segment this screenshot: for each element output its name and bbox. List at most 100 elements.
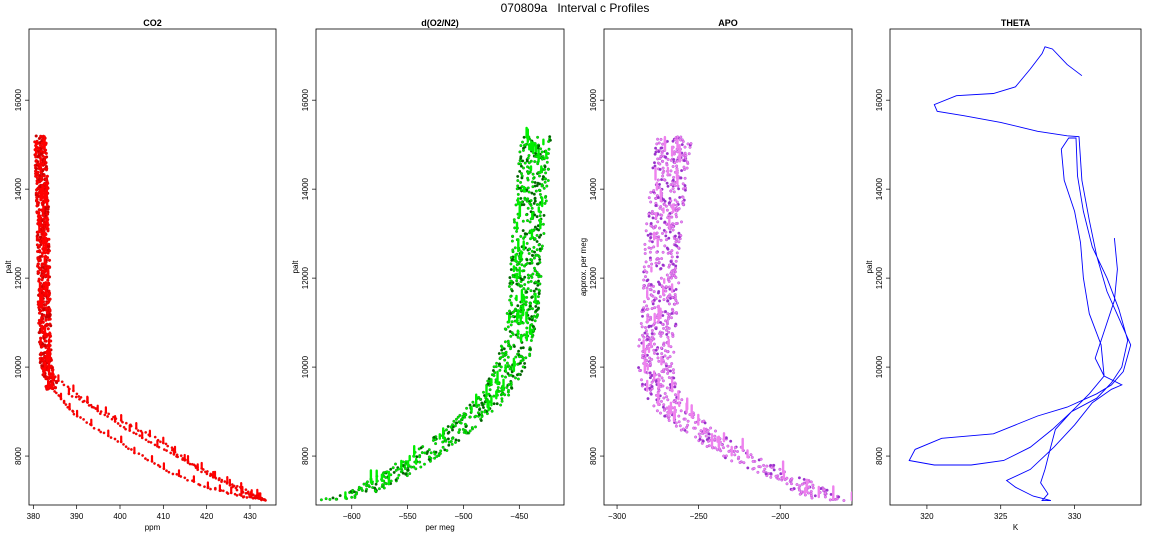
data-point [490, 409, 494, 413]
data-marks [319, 126, 552, 502]
data-point [641, 349, 645, 353]
data-point [533, 225, 537, 229]
data-point [662, 198, 666, 202]
data-point [738, 461, 742, 464]
data-point [661, 250, 665, 254]
data-point [669, 189, 673, 193]
data-point [659, 267, 663, 270]
x-tick-label: 420 [200, 512, 214, 521]
data-point [515, 263, 519, 267]
data-point [823, 491, 827, 495]
data-point [837, 495, 841, 499]
data-point [649, 200, 653, 204]
panel-1: CO2 380 390 400 410 420 430 8000 10000 12000 14000… [4, 18, 277, 532]
data-point [468, 415, 472, 419]
data-point [537, 188, 541, 192]
data-point [53, 390, 56, 393]
data-point [459, 421, 463, 425]
y-tick-label: 10000 [14, 355, 23, 378]
data-point [37, 147, 41, 151]
data-point [516, 362, 520, 366]
data-point [676, 135, 680, 139]
data-point [659, 411, 662, 415]
data-point [730, 459, 734, 463]
data-point [722, 454, 726, 458]
data-point [662, 343, 666, 347]
data-point [658, 206, 662, 210]
data-point [423, 451, 427, 455]
data-point [673, 198, 677, 202]
data-point [41, 270, 45, 274]
data-point [671, 165, 675, 168]
data-point [530, 191, 534, 195]
data-point [418, 455, 422, 459]
y-axis-label: palt [865, 260, 874, 274]
data-point [683, 145, 687, 149]
data-point [795, 483, 799, 486]
data-point [686, 142, 690, 146]
data-point [658, 162, 662, 166]
data-point [505, 311, 509, 315]
data-point [170, 446, 174, 450]
data-point [526, 170, 530, 174]
data-point [660, 399, 663, 403]
data-point [656, 356, 660, 360]
data-point [658, 332, 662, 336]
data-point [655, 409, 659, 413]
data-point [649, 392, 653, 396]
data-point [683, 188, 687, 192]
data-point [525, 258, 529, 262]
data-point [516, 377, 520, 381]
data-point [55, 381, 59, 385]
data-point [542, 186, 546, 190]
data-point [334, 497, 338, 501]
data-point [736, 450, 739, 453]
data-point [655, 250, 659, 254]
data-point [671, 178, 675, 182]
data-point [667, 415, 671, 419]
data-point [528, 306, 532, 310]
data-point [116, 422, 120, 425]
data-point [671, 187, 675, 190]
data-point [525, 232, 529, 236]
data-point [659, 334, 663, 338]
data-point [646, 338, 650, 341]
data-point [203, 485, 206, 489]
data-point [670, 332, 674, 335]
data-point [668, 293, 672, 297]
data-point [423, 462, 426, 466]
data-point [527, 252, 531, 255]
data-point [132, 431, 136, 435]
data-point [653, 306, 657, 310]
y-tick-label: 16000 [301, 89, 310, 112]
data-point [828, 498, 832, 502]
data-point [510, 239, 514, 243]
data-point [71, 410, 75, 413]
x-tick-label: 430 [243, 512, 257, 521]
data-point [529, 279, 533, 283]
y-tick-label: 8000 [589, 447, 598, 465]
data-point [779, 472, 783, 476]
data-point [668, 196, 672, 200]
data-point [213, 487, 217, 491]
data-point [674, 393, 677, 397]
data-point [681, 200, 685, 204]
data-point [669, 276, 673, 280]
data-point [683, 417, 687, 421]
data-point [537, 275, 541, 279]
data-point [644, 326, 647, 329]
data-point [790, 488, 794, 492]
data-point [217, 478, 221, 482]
data-point [642, 278, 646, 282]
data-point [538, 192, 542, 196]
data-point [669, 260, 673, 264]
data-point [359, 486, 363, 490]
data-point [667, 279, 671, 283]
data-point [520, 369, 524, 373]
data-point [657, 260, 661, 264]
data-point [675, 203, 679, 207]
data-point [516, 184, 520, 188]
data-point [671, 225, 675, 229]
data-point [685, 160, 689, 164]
data-point [638, 369, 642, 373]
